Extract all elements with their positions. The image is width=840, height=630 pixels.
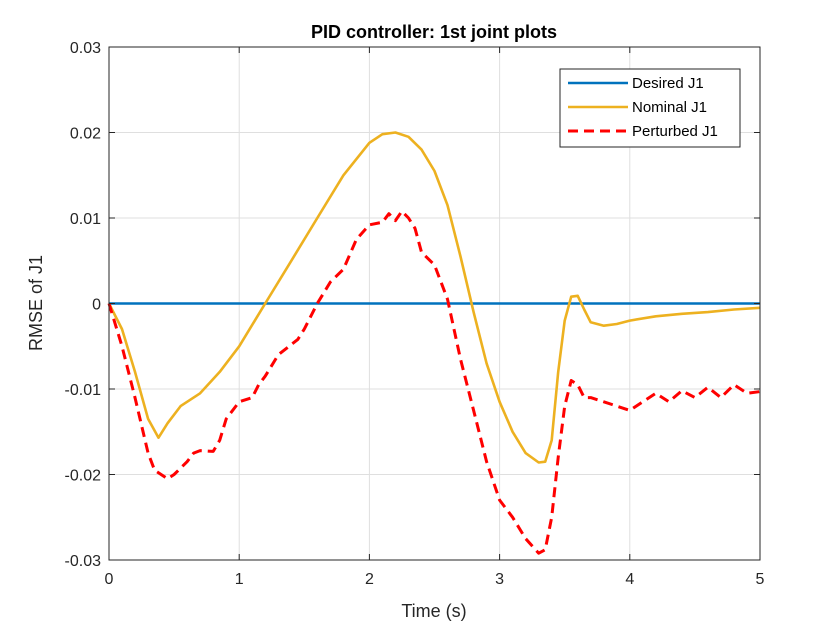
x-tick-label: 3 — [495, 571, 504, 588]
legend-label-1: Desired J1 — [632, 75, 704, 92]
series-line-3 — [107, 209, 761, 555]
y-axis-title: RMSE of J1 — [26, 255, 46, 351]
series-line-2 — [107, 131, 761, 464]
legend-label-3: Perturbed J1 — [632, 123, 718, 140]
x-tick-label: 2 — [365, 571, 374, 588]
y-tick-label: 0 — [92, 297, 101, 314]
chart-title: PID controller: 1st joint plots — [311, 22, 557, 42]
y-tick-label: -0.02 — [65, 468, 102, 485]
legend: Desired J1 Nominal J1 Perturbed J1 — [559, 68, 741, 148]
series-lines — [107, 131, 761, 555]
x-tick-label: 5 — [756, 571, 765, 588]
ticks: 0 1 2 3 4 5 -0.03 -0.02 -0.01 0 0.01 0.02 0.03 — [65, 40, 765, 588]
x-axis-title: Time (s) — [401, 601, 466, 621]
y-tick-label: 0.03 — [70, 40, 101, 57]
y-tick-label: -0.01 — [65, 382, 102, 399]
y-tick-label: 0.01 — [70, 211, 101, 228]
y-tick-label: 0.02 — [70, 126, 101, 143]
x-tick-label: 4 — [625, 571, 634, 588]
legend-label-2: Nominal J1 — [632, 99, 707, 116]
y-tick-label: -0.03 — [65, 553, 102, 570]
x-tick-label: 1 — [235, 571, 244, 588]
x-tick-label: 0 — [105, 571, 114, 588]
